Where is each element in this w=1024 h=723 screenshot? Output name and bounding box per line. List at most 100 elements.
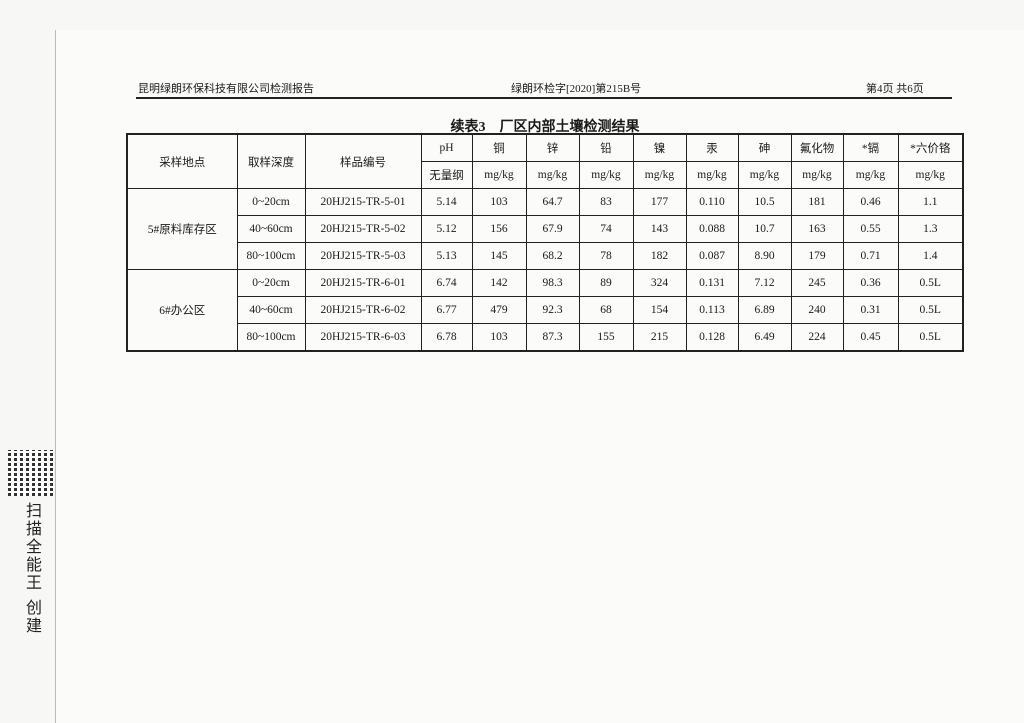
value-cell: 5.13 [420, 242, 473, 270]
qr-code [8, 450, 54, 496]
value-cell: 7.12 [737, 269, 792, 297]
depth-cell: 80~100cm [236, 242, 306, 270]
value-cell: 1.4 [897, 242, 964, 270]
value-cell: 0.128 [685, 323, 739, 352]
unit-cell: mg/kg [685, 161, 739, 189]
parameter-header: 锌 [525, 133, 580, 162]
value-cell: 0.71 [842, 242, 899, 270]
value-cell: 155 [578, 323, 634, 352]
value-cell: 87.3 [525, 323, 580, 352]
value-cell: 0.45 [842, 323, 899, 352]
value-cell: 0.131 [685, 269, 739, 297]
company-header: 昆明绿朗环保科技有限公司检测报告 [138, 83, 314, 95]
value-cell: 215 [632, 323, 687, 352]
unit-cell: mg/kg [737, 161, 792, 189]
header-row: 采样地点 取样深度 样品编号 pH 铜锌铅镍汞砷氟化物 *镉 *六价铬 [126, 133, 964, 189]
value-cell: 177 [632, 188, 687, 216]
unit-cell: mg/kg [578, 161, 634, 189]
unit-cell: 无量纲 [420, 161, 473, 189]
value-cell: 240 [790, 296, 844, 324]
report-number: 绿朗环检字[2020]第215B号 [511, 83, 642, 95]
depth-cell: 40~60cm [236, 296, 306, 324]
value-cell: 0.5L [897, 296, 964, 324]
value-cell: 0.5L [897, 323, 964, 352]
parameter-header: 砷 [737, 133, 792, 162]
column-header: 样品编号 [304, 133, 422, 189]
value-cell: 68.2 [525, 242, 580, 270]
column-header: 取样深度 [236, 133, 306, 189]
unit-cell: mg/kg [632, 161, 687, 189]
value-cell: 0.088 [685, 215, 739, 243]
unit-cell: mg/kg [897, 161, 964, 189]
sample-id-cell: 20HJ215-TR-5-01 [304, 188, 422, 216]
value-cell: 8.90 [737, 242, 792, 270]
value-cell: 10.7 [737, 215, 792, 243]
value-cell: 179 [790, 242, 844, 270]
value-cell: 156 [471, 215, 527, 243]
column-header: 采样地点 [126, 133, 238, 189]
table-row: 40~60cm 20HJ215-TR-6-02 6.77 479 92.3 68 154 0.… [127, 296, 964, 324]
value-cell: 0.31 [842, 296, 899, 324]
value-cell: 67.9 [525, 215, 580, 243]
site-cell: 5#原料库存区 [126, 188, 238, 270]
unit-cell: mg/kg [471, 161, 527, 189]
value-cell: 245 [790, 269, 844, 297]
unit-cell: mg/kg [842, 161, 899, 189]
value-cell: 78 [578, 242, 634, 270]
sample-id-cell: 20HJ215-TR-6-01 [304, 269, 422, 297]
parameter-header: 铜 [471, 133, 527, 162]
value-cell: 5.12 [420, 215, 473, 243]
value-cell: 6.77 [420, 296, 473, 324]
parameter-header: pH [420, 133, 473, 162]
value-cell: 83 [578, 188, 634, 216]
depth-cell: 40~60cm [236, 215, 306, 243]
scanner-watermark: 扫描全能王 创建 [23, 502, 42, 636]
value-cell: 479 [471, 296, 527, 324]
value-cell: 1.3 [897, 215, 964, 243]
value-cell: 145 [471, 242, 527, 270]
parameter-header: *六价铬 [897, 133, 964, 162]
value-cell: 10.5 [737, 188, 792, 216]
value-cell: 6.74 [420, 269, 473, 297]
value-cell: 154 [632, 296, 687, 324]
value-cell: 324 [632, 269, 687, 297]
value-cell: 103 [471, 323, 527, 352]
depth-cell: 80~100cm [236, 323, 306, 352]
value-cell: 0.110 [685, 188, 739, 216]
depth-cell: 0~20cm [236, 188, 306, 216]
soil-results-table: 采样地点 取样深度 样品编号 pH 铜锌铅镍汞砷氟化物 *镉 *六价铬 无量纲 mg/kg mg/… [126, 133, 964, 352]
value-cell: 142 [471, 269, 527, 297]
sample-id-cell: 20HJ215-TR-6-02 [304, 296, 422, 324]
page-number: 第4页 共6页 [866, 83, 924, 95]
value-cell: 98.3 [525, 269, 580, 297]
value-cell: 0.087 [685, 242, 739, 270]
table-row: 5#原料库存区 0~20cm 20HJ215-TR-5-01 5.14 103 64.7 8… [126, 188, 964, 270]
value-cell: 1.1 [897, 188, 964, 216]
table-row: 80~100cm 20HJ215-TR-6-03 6.78 103 87.3 155 215… [127, 323, 964, 352]
unit-row: 无量纲 mg/kg mg/kg mg/kg mg/kg mg/kg mg/kg mg/kg mg… [127, 161, 964, 189]
sample-id-cell: 20HJ215-TR-5-03 [304, 242, 422, 270]
sample-id-cell: 20HJ215-TR-5-02 [304, 215, 422, 243]
value-cell: 6.78 [420, 323, 473, 352]
value-cell: 5.14 [420, 188, 473, 216]
value-cell: 6.89 [737, 296, 792, 324]
unit-cell: mg/kg [790, 161, 844, 189]
value-cell: 224 [790, 323, 844, 352]
value-cell: 64.7 [525, 188, 580, 216]
table-row: 80~100cm 20HJ215-TR-5-03 5.13 145 68.2 78 182 0… [127, 242, 964, 270]
value-cell: 103 [471, 188, 527, 216]
parameter-header: 氟化物 [790, 133, 844, 162]
value-cell: 89 [578, 269, 634, 297]
parameter-header: 铅 [578, 133, 634, 162]
value-cell: 0.36 [842, 269, 899, 297]
value-cell: 92.3 [525, 296, 580, 324]
unit-cell: mg/kg [525, 161, 580, 189]
value-cell: 0.113 [685, 296, 739, 324]
site-cell: 6#办公区 [126, 269, 238, 352]
value-cell: 143 [632, 215, 687, 243]
value-cell: 6.49 [737, 323, 792, 352]
value-cell: 0.55 [842, 215, 899, 243]
value-cell: 0.5L [897, 269, 964, 297]
value-cell: 163 [790, 215, 844, 243]
value-cell: 68 [578, 296, 634, 324]
